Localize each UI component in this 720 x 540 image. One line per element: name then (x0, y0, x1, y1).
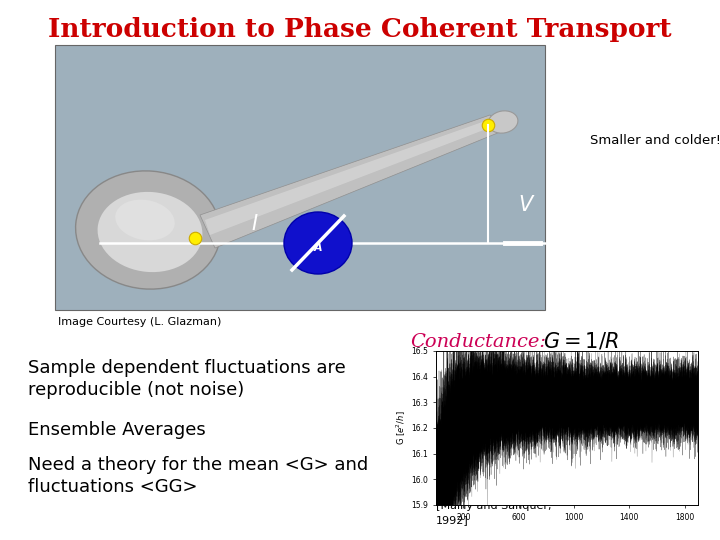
Ellipse shape (98, 192, 202, 272)
Polygon shape (205, 120, 494, 235)
Text: Smaller and colder!: Smaller and colder! (590, 133, 720, 146)
Text: Ensemble Averages: Ensemble Averages (28, 421, 206, 439)
Ellipse shape (284, 212, 352, 274)
Text: $I$: $I$ (251, 214, 258, 234)
Polygon shape (200, 115, 505, 248)
Y-axis label: G [$e^2/h$]: G [$e^2/h$] (395, 410, 408, 445)
Text: Need a theory for the mean <G> and: Need a theory for the mean <G> and (28, 456, 368, 474)
Text: $G = 1/R$: $G = 1/R$ (543, 330, 619, 352)
Text: Conductance:: Conductance: (410, 333, 546, 351)
Text: A: A (314, 243, 323, 253)
Text: fluctuations <GG>: fluctuations <GG> (28, 478, 197, 496)
Text: Sample dependent fluctuations are: Sample dependent fluctuations are (28, 359, 346, 377)
Text: Introduction to Phase Coherent Transport: Introduction to Phase Coherent Transport (48, 17, 672, 43)
Text: [Mailly and Sanquer,: [Mailly and Sanquer, (436, 501, 552, 511)
Text: reproducible (not noise): reproducible (not noise) (28, 381, 244, 399)
Text: Image Courtesy (L. Glazman): Image Courtesy (L. Glazman) (58, 317, 221, 327)
Ellipse shape (76, 171, 220, 289)
Ellipse shape (115, 200, 175, 240)
Bar (55, 45, 545, 310)
Ellipse shape (488, 111, 518, 133)
Text: $V$: $V$ (518, 195, 536, 215)
Text: 1992]: 1992] (436, 515, 469, 525)
